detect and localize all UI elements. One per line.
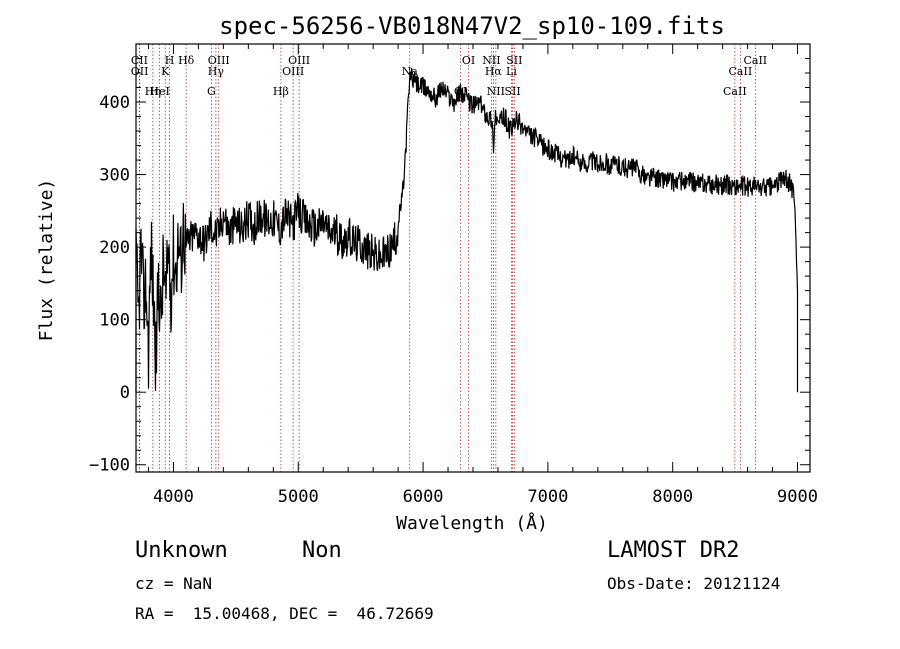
class-label: Unknown bbox=[135, 538, 228, 563]
obs-date-label: Obs-Date: 20121124 bbox=[607, 574, 781, 593]
reference-line-label: CaII bbox=[729, 65, 753, 78]
reference-line-label: CaII bbox=[743, 54, 767, 67]
reference-line-label: Hη bbox=[145, 85, 161, 98]
reference-line-label: OIII bbox=[208, 54, 230, 67]
reference-line-label: CII bbox=[131, 54, 148, 67]
y-tick-label: −100 bbox=[89, 456, 130, 476]
x-tick-label: 4000 bbox=[153, 487, 194, 507]
spectrum-line bbox=[135, 67, 799, 393]
reference-line-label: K bbox=[161, 65, 170, 78]
y-axis-label: Flux (relative) bbox=[36, 179, 57, 342]
y-tick-label: 0 bbox=[120, 383, 130, 403]
reference-line-label: CaII bbox=[723, 85, 747, 98]
axis-ticks: 4000 5000 6000 7000 8000 9000 −100 0 100 200 300 40… bbox=[89, 44, 818, 507]
reference-lines bbox=[138, 44, 756, 472]
y-tick-label: 300 bbox=[99, 166, 130, 186]
coords-label: RA = 15.00468, DEC = 46.72669 bbox=[135, 604, 434, 623]
chart-title: spec-56256-VB018N47V2_sp10-109.fits bbox=[219, 12, 725, 40]
reference-line-label: G bbox=[207, 85, 216, 98]
x-tick-label: 7000 bbox=[527, 487, 568, 507]
reference-line-label: OIII bbox=[282, 65, 304, 78]
reference-line-label: Hγ bbox=[208, 65, 225, 78]
reference-line-label: Hβ bbox=[273, 85, 289, 98]
x-tick-label: 9000 bbox=[777, 487, 818, 507]
reference-line-label: OI bbox=[462, 54, 475, 67]
y-tick-label: 100 bbox=[99, 311, 130, 331]
reference-line-label: OIII bbox=[288, 54, 310, 67]
x-tick-label: 6000 bbox=[403, 487, 444, 507]
reference-line-label: HeI bbox=[149, 85, 169, 98]
reference-line-label: SII bbox=[504, 85, 520, 98]
y-tick-label: 200 bbox=[99, 238, 130, 258]
redshift-label: cz = NaN bbox=[135, 574, 213, 593]
reference-line-label: Hδ bbox=[178, 54, 195, 67]
y-tick-label: 400 bbox=[99, 93, 130, 113]
reference-line-label: SII bbox=[506, 54, 522, 67]
x-axis-label: Wavelength (Å) bbox=[396, 512, 548, 534]
survey-label: LAMOST DR2 bbox=[607, 538, 740, 563]
x-tick-label: 8000 bbox=[652, 487, 693, 507]
reference-line-label: OII bbox=[131, 65, 149, 78]
subclass-label: Non bbox=[302, 538, 342, 563]
reference-line-label: H bbox=[165, 54, 175, 67]
reference-line-label: Hα bbox=[485, 65, 503, 78]
x-tick-label: 5000 bbox=[278, 487, 319, 507]
reference-line-label: NII bbox=[487, 85, 505, 98]
reference-line-label: NII bbox=[482, 54, 500, 67]
reference-line-label: Li bbox=[506, 65, 517, 78]
